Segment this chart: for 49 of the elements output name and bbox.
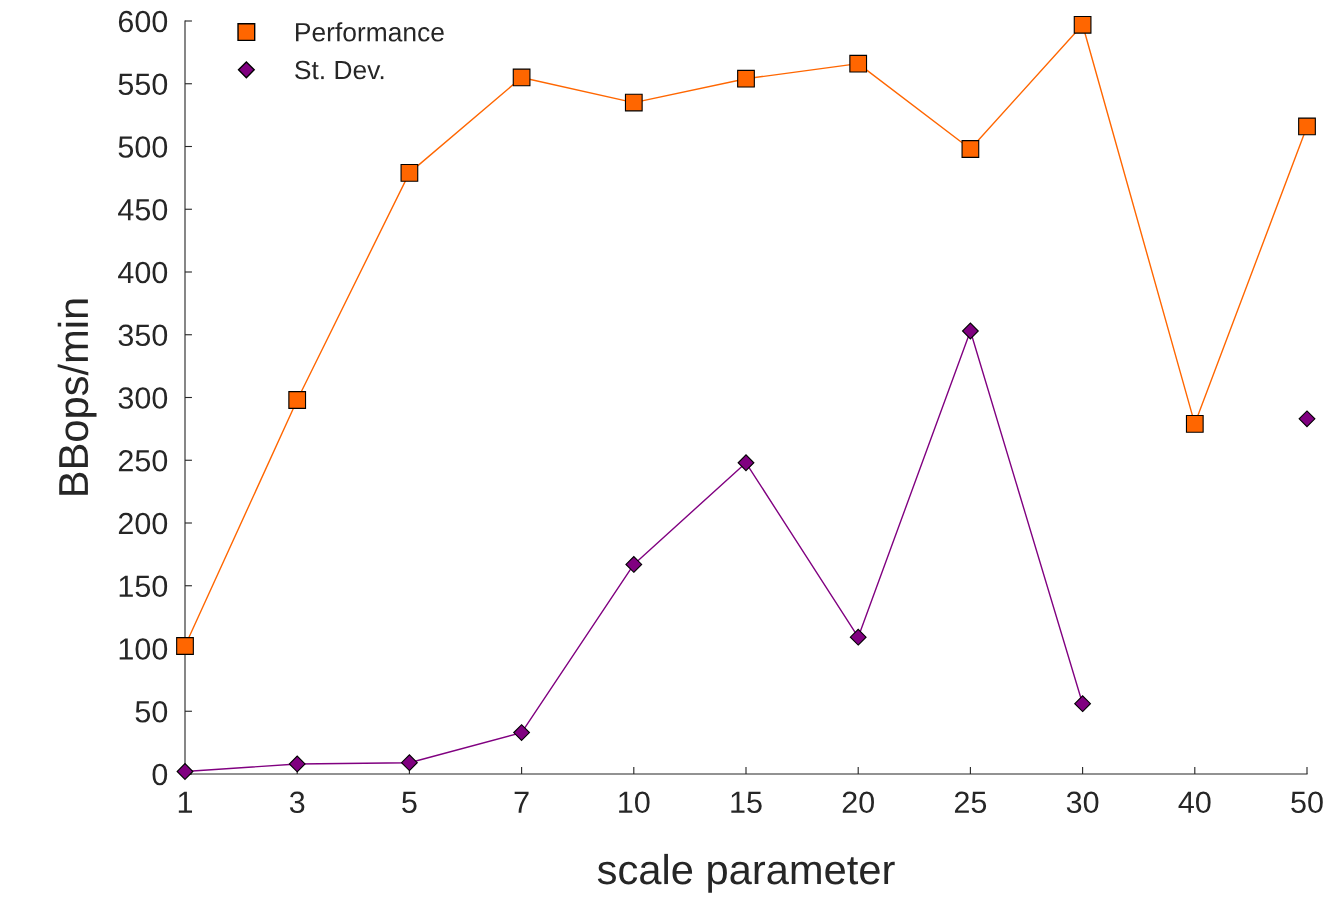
- x-tick-label: 30: [1066, 791, 1099, 814]
- x-tick-label: 25: [954, 791, 987, 814]
- x-tick-label: 7: [514, 791, 529, 813]
- y-tick-label: 150: [119, 575, 168, 598]
- point: [176, 637, 194, 655]
- point: [512, 68, 531, 87]
- y-tick-label: 300: [118, 387, 168, 409]
- point: [737, 454, 755, 472]
- legend-label: Performance: [296, 22, 444, 42]
- y-axis-title: BBops/min: [57, 299, 97, 495]
- y-tick-label: 400: [118, 261, 168, 284]
- point: [400, 754, 418, 772]
- y-tick-label: 500: [118, 136, 168, 158]
- y-tick-label: 250: [118, 449, 168, 472]
- y-tick-label: 350: [118, 324, 168, 347]
- x-tick-label: 15: [731, 791, 762, 814]
- y-tick-label: 50: [135, 700, 168, 723]
- y-tick-label: 200: [118, 512, 168, 535]
- point: [1298, 117, 1316, 136]
- point: [1298, 410, 1316, 428]
- x-tick-label: 5: [402, 791, 417, 814]
- point: [1185, 414, 1204, 433]
- y-tick-label: 450: [118, 198, 168, 221]
- legend-label: St. Dev.: [295, 60, 384, 80]
- point: [849, 54, 868, 73]
- y-tick-label: 600: [118, 10, 168, 33]
- point: [1073, 15, 1092, 34]
- point: [625, 556, 643, 573]
- point: [288, 391, 307, 409]
- point: [849, 628, 867, 646]
- x-tick-label: 50: [1291, 791, 1323, 814]
- x-tick-label: 20: [842, 791, 874, 814]
- x-tick-label: 3: [289, 791, 305, 814]
- x-tick-label: 40: [1178, 791, 1211, 814]
- point: [1074, 695, 1092, 713]
- x-tick-label: 10: [619, 791, 650, 814]
- point: [176, 763, 194, 780]
- point: [513, 724, 531, 741]
- x-axis-title: scale parameter: [597, 853, 895, 893]
- point: [961, 322, 979, 340]
- point: [624, 93, 643, 112]
- point: [288, 755, 306, 773]
- y-tick-label: 0: [152, 763, 168, 786]
- point: [737, 69, 755, 88]
- x-tick-label: 1: [178, 791, 193, 813]
- y-tick-label: 550: [118, 73, 168, 96]
- point: [961, 140, 980, 158]
- point: [400, 163, 419, 182]
- y-tick-label: 100: [119, 638, 168, 660]
